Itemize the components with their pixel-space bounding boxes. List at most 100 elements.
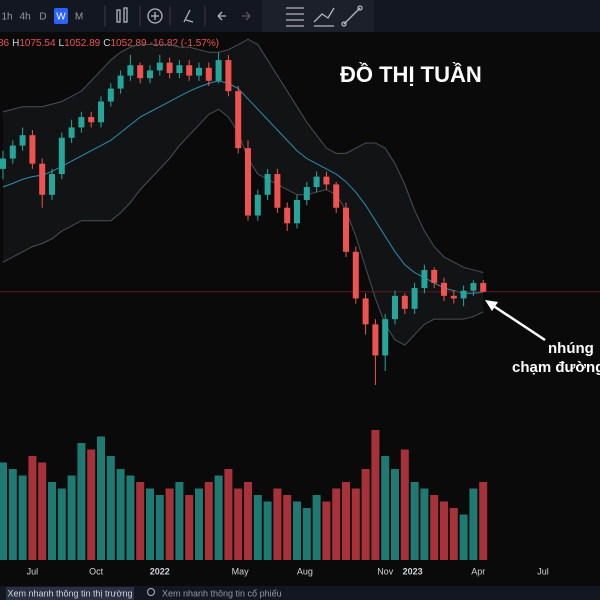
candle-body xyxy=(107,88,114,102)
volume-bar xyxy=(87,449,96,560)
band-lower xyxy=(2,108,484,346)
volume-bar xyxy=(391,469,399,560)
volume-bar xyxy=(38,462,47,560)
x-tick-label: Apr xyxy=(471,566,485,576)
ohlc-item: -16.82 (-1.57%) xyxy=(150,38,219,49)
ohlc-item: 1052.89 xyxy=(64,38,101,49)
candle-body xyxy=(127,65,134,76)
candle-body xyxy=(421,269,428,289)
volume-bar xyxy=(283,495,292,560)
timeframe[interactable]: 4h xyxy=(19,12,30,23)
ohlc-item: 1075.54 xyxy=(19,38,56,49)
tab[interactable]: Xem nhanh thông tin thị trường xyxy=(7,588,132,598)
lines-icon[interactable] xyxy=(286,7,304,27)
candle-body xyxy=(254,194,261,216)
candle-body xyxy=(460,290,467,299)
volume-bar xyxy=(18,475,27,560)
chart-title: ĐỒ THỊ TUẦN xyxy=(340,62,482,87)
trend-icon[interactable] xyxy=(343,7,361,25)
candle-body xyxy=(274,174,281,208)
volume-bar xyxy=(400,449,409,560)
redo-icon[interactable] xyxy=(242,11,251,21)
volume-bar xyxy=(361,469,370,560)
x-tick-label: May xyxy=(232,566,250,576)
volume-bar xyxy=(253,495,262,560)
candle-body xyxy=(186,65,193,76)
candle-body xyxy=(352,251,359,299)
candle-body xyxy=(88,117,95,123)
x-tick-label: Jul xyxy=(27,566,39,576)
annotation-arrowhead xyxy=(485,300,498,311)
candle-body xyxy=(147,70,153,79)
candle-body xyxy=(401,295,408,309)
ohlc-item: 86 xyxy=(0,38,10,49)
candle-body xyxy=(431,269,438,283)
bollinger-band xyxy=(3,39,484,346)
candle-body xyxy=(303,187,310,200)
volume-bar xyxy=(0,462,7,560)
volume-bar xyxy=(332,488,341,560)
timeframe-active xyxy=(54,8,68,24)
volume-bar xyxy=(185,495,194,560)
volume-bar xyxy=(116,469,125,560)
candle-body xyxy=(78,117,85,128)
candle-body xyxy=(284,207,291,224)
volume-bar xyxy=(136,482,145,560)
candle-body xyxy=(480,283,487,292)
band-upper xyxy=(2,38,484,274)
alert-icon[interactable] xyxy=(183,9,194,23)
candle-body xyxy=(9,145,16,159)
timeframe[interactable]: M xyxy=(75,12,83,23)
volume-bar xyxy=(449,508,458,560)
tab[interactable]: Xem nhanh thông tin cổ phiếu xyxy=(162,588,282,598)
candle-body xyxy=(294,199,300,224)
volume-bar xyxy=(430,495,439,560)
x-tick-label: 2023 xyxy=(403,566,423,576)
search-icon xyxy=(147,588,155,596)
bottom-bar xyxy=(0,586,600,600)
volume-bar xyxy=(77,443,86,560)
candle-body xyxy=(264,174,271,195)
undo-icon[interactable] xyxy=(217,11,226,21)
volume-bar xyxy=(57,488,66,560)
candle-icon[interactable] xyxy=(116,9,121,23)
volume-bar xyxy=(410,482,419,560)
candle-body xyxy=(58,137,65,175)
timeframe[interactable]: 1h xyxy=(1,12,12,23)
annotation: nhúng xyxy=(548,340,594,357)
volume-bar xyxy=(273,488,282,560)
candle-body xyxy=(29,135,36,164)
candle-body xyxy=(0,158,6,169)
candle-body xyxy=(196,67,202,76)
path-icon[interactable] xyxy=(313,7,335,27)
timeframe[interactable]: D xyxy=(39,12,46,23)
volume-bar xyxy=(342,482,350,560)
x-tick-label: Aug xyxy=(297,566,313,576)
volume-bar xyxy=(28,456,37,560)
indicator-icon[interactable] xyxy=(147,8,163,24)
volume-bar xyxy=(302,508,311,560)
candle-body xyxy=(117,75,124,89)
x-tick-label: Oct xyxy=(89,566,104,576)
ohlc-item: L xyxy=(59,38,65,49)
volume-bar xyxy=(351,488,360,560)
volume-bar xyxy=(224,469,233,560)
volume-bar xyxy=(459,514,468,560)
candle-body xyxy=(98,101,104,123)
volume-bar xyxy=(293,501,301,560)
candle-body xyxy=(343,207,349,252)
candle-body xyxy=(137,65,144,79)
volume-bar xyxy=(204,482,213,560)
timeframe[interactable]: W xyxy=(56,12,66,23)
ohlc-item: 1052.89 xyxy=(110,38,147,49)
volume-bar xyxy=(312,495,321,560)
x-tick-label: 2022 xyxy=(150,566,170,576)
volume-bar xyxy=(126,475,135,560)
candle-body xyxy=(372,324,379,356)
candle-body xyxy=(68,127,75,138)
volume-bar xyxy=(371,430,380,560)
ohlc-header: 86 H1075.54 L1052.89 C1052.89 -16.82 (-1.57%… xyxy=(0,38,219,49)
x-tick-label: Nov xyxy=(377,566,394,576)
tab-active[interactable] xyxy=(6,587,134,600)
candle-body xyxy=(323,176,330,185)
